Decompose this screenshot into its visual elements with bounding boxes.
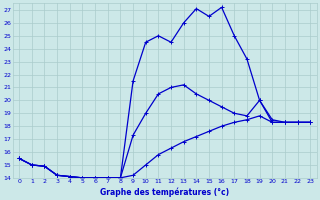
X-axis label: Graphe des températures (°c): Graphe des températures (°c): [100, 187, 229, 197]
